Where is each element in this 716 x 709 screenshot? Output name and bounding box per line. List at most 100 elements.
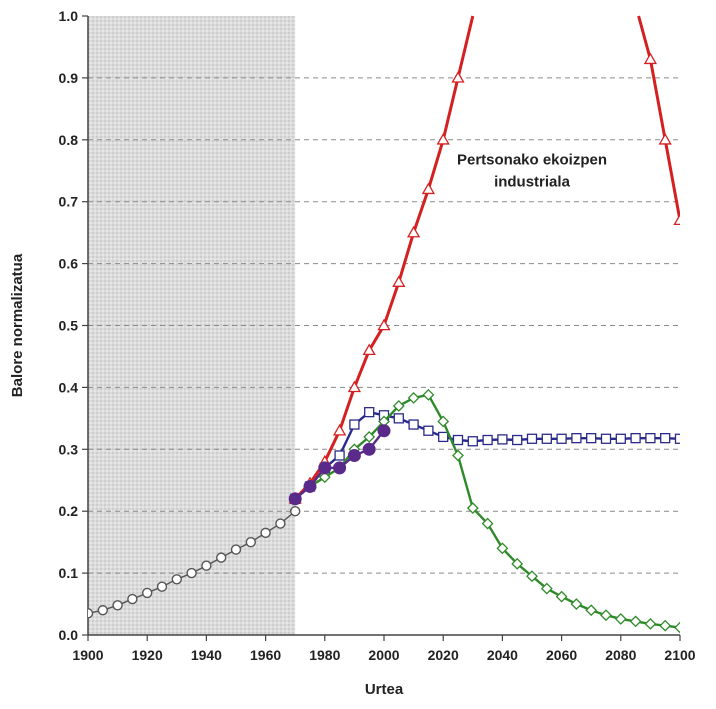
data-point — [363, 431, 376, 443]
y-tick-label: 0.7 — [59, 194, 79, 210]
data-point — [586, 433, 597, 444]
data-point — [275, 518, 286, 529]
data-point — [392, 400, 405, 412]
data-point — [347, 380, 362, 393]
data-point — [526, 570, 538, 583]
data-point — [630, 433, 641, 444]
series-layer — [88, 15, 680, 634]
y-tick-label: 0.4 — [59, 379, 79, 395]
data-point — [511, 557, 524, 570]
data-point — [408, 419, 419, 430]
data-point — [497, 434, 508, 445]
data-point — [364, 407, 375, 418]
y-tick-label: 0.1 — [59, 565, 79, 581]
x-tick-label: 2060 — [546, 647, 577, 663]
data-point — [377, 318, 391, 331]
data-point — [230, 544, 242, 555]
data-point — [436, 132, 450, 145]
data-point — [600, 433, 612, 444]
data-point — [452, 449, 464, 462]
x-tick-label: 1920 — [132, 647, 163, 663]
data-point — [481, 517, 494, 530]
y-tick-label: 0.0 — [59, 627, 79, 643]
axes — [82, 15, 681, 641]
data-point — [318, 471, 331, 484]
data-point — [451, 71, 465, 83]
x-tick-label: 1940 — [191, 647, 222, 663]
series-triangle-open — [288, 15, 680, 504]
data-point — [215, 552, 227, 563]
data-point — [141, 587, 153, 599]
data-point — [422, 388, 435, 401]
x-axis-title: Urtea — [365, 681, 404, 698]
x-tick-label: 2100 — [664, 647, 695, 663]
annotation-line-2: industriala — [494, 174, 571, 191]
x-tick-label: 1960 — [250, 647, 281, 663]
data-point — [496, 542, 509, 555]
data-point — [614, 612, 627, 625]
y-tick-label: 0.9 — [59, 70, 79, 86]
data-point — [303, 479, 317, 493]
x-tick-label: 1900 — [72, 647, 103, 663]
series-circle-open — [88, 506, 301, 619]
y-tick-label: 0.5 — [59, 318, 79, 334]
data-point — [541, 433, 552, 444]
data-point — [660, 433, 671, 444]
data-point — [644, 617, 657, 630]
data-point — [392, 275, 406, 287]
y-axis-title: Balore normalizatua — [9, 253, 26, 397]
data-point — [643, 52, 658, 65]
y-tick-label: 0.2 — [59, 503, 79, 519]
data-point — [600, 609, 612, 622]
data-point — [362, 442, 376, 456]
data-point — [407, 392, 420, 404]
data-point — [318, 461, 332, 475]
data-point — [438, 431, 449, 443]
data-point — [570, 598, 583, 610]
data-point — [88, 608, 94, 619]
data-point — [377, 424, 391, 438]
data-point — [540, 582, 553, 595]
data-point — [466, 502, 479, 515]
x-tick-label: 2080 — [605, 647, 636, 663]
y-tick-label: 0.3 — [59, 441, 79, 457]
x-tick-label: 2040 — [487, 647, 518, 663]
data-point — [288, 492, 302, 506]
data-point — [290, 506, 301, 517]
data-point — [260, 527, 271, 539]
y-tick-label: 1.0 — [59, 8, 79, 24]
data-point — [658, 132, 672, 145]
data-point — [482, 434, 493, 446]
data-point — [555, 590, 568, 603]
data-point — [512, 434, 523, 446]
data-point — [127, 593, 138, 605]
data-point — [629, 615, 642, 628]
data-point — [347, 448, 361, 462]
data-point — [112, 600, 123, 611]
data-point — [332, 423, 347, 436]
x-tick-label: 2000 — [368, 647, 399, 663]
data-point — [349, 419, 360, 430]
data-point — [467, 436, 478, 447]
data-point — [245, 536, 257, 548]
annotation-line-1: Pertsonako ekoizpen — [457, 152, 607, 169]
data-point — [393, 413, 404, 424]
data-point — [362, 343, 376, 356]
x-tick-label: 2020 — [428, 647, 459, 663]
data-point — [571, 433, 582, 444]
data-point — [674, 621, 680, 634]
data-point — [526, 433, 538, 444]
data-point — [97, 605, 109, 616]
data-point — [156, 581, 168, 592]
data-point — [437, 415, 450, 428]
data-point — [171, 574, 183, 585]
data-point — [334, 450, 345, 461]
tick-labels: 0.0 0.1 0.2 0.3 0.4 0.5 0.6 0.7 0.8 0.9 1.0 1900 192… — [59, 8, 696, 663]
data-point — [556, 433, 567, 444]
data-point — [673, 213, 680, 226]
data-point — [615, 433, 626, 444]
data-point — [659, 619, 672, 632]
y-tick-label: 0.8 — [59, 132, 79, 148]
series-line — [637, 15, 680, 221]
